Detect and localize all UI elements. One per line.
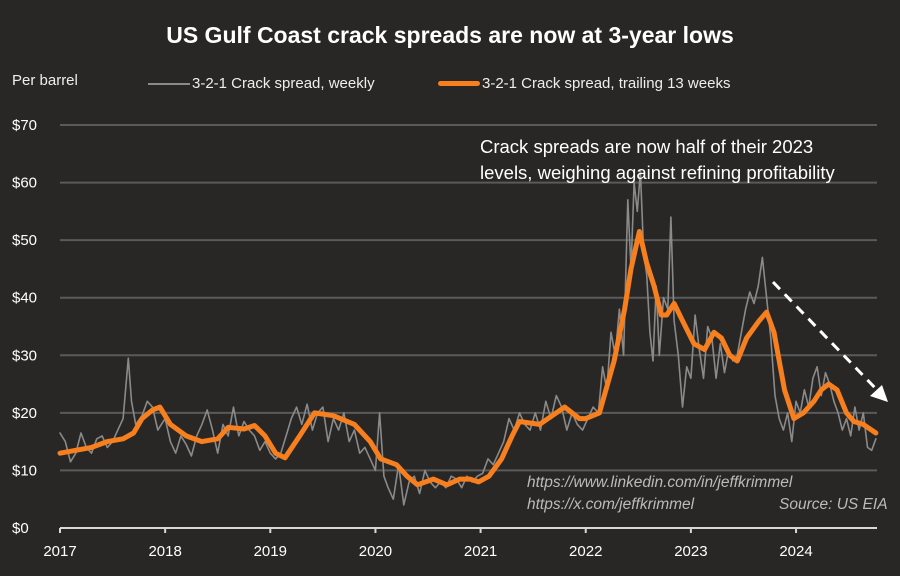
y-tick-label: $70 [12, 117, 37, 134]
x-tick-label: 2018 [148, 543, 181, 560]
x-tick-label: 2019 [254, 543, 287, 560]
annotation: Crack spreads are now half of their 2023… [480, 134, 835, 186]
y-tick-label: $60 [12, 175, 37, 192]
chart-title: US Gulf Coast crack spreads are now at 3… [166, 22, 734, 48]
x-tick-label: 2021 [464, 543, 497, 560]
y-tick-label: $10 [12, 462, 37, 479]
trend-arrow [771, 280, 882, 395]
y-tick-label: $20 [12, 405, 37, 422]
y-axis-label: Per barrel [12, 72, 78, 89]
annotation-line-2: levels, weighing against refining profit… [480, 162, 835, 183]
legend-swatch-trailing [438, 81, 480, 86]
y-tick-label: $40 [12, 290, 37, 307]
credit-source: Source: US EIA [779, 496, 888, 513]
credit-linkedin: https://www.linkedin.com/in/jeffkrimmel [527, 474, 793, 491]
x-tick-label: 2017 [43, 543, 76, 560]
arrow-head-icon [870, 385, 888, 402]
y-tick-label: $0 [12, 520, 29, 537]
y-tick-label: $30 [12, 347, 37, 364]
legend-swatch-weekly [148, 82, 190, 85]
x-tick-label: 2020 [359, 543, 392, 560]
y-tick-label: $50 [12, 232, 37, 249]
x-tick-label: 2023 [674, 543, 707, 560]
series-line-weekly [59, 170, 877, 506]
legend-item-trailing: 3-2-1 Crack spread, trailing 13 weeks [438, 75, 730, 92]
credit-x: https://x.com/jeffkrimmel [527, 496, 695, 513]
legend-label-weekly: 3-2-1 Crack spread, weekly [192, 75, 375, 92]
x-tick-label: 2024 [779, 543, 812, 560]
legend-item-weekly: 3-2-1 Crack spread, weekly [148, 75, 375, 92]
annotation-line-1: Crack spreads are now half of their 2023 [480, 136, 814, 157]
legend-label-trailing: 3-2-1 Crack spread, trailing 13 weeks [482, 75, 731, 92]
series-line-trailing-13-weeks [57, 229, 879, 488]
x-tick-label: 2022 [569, 543, 602, 560]
